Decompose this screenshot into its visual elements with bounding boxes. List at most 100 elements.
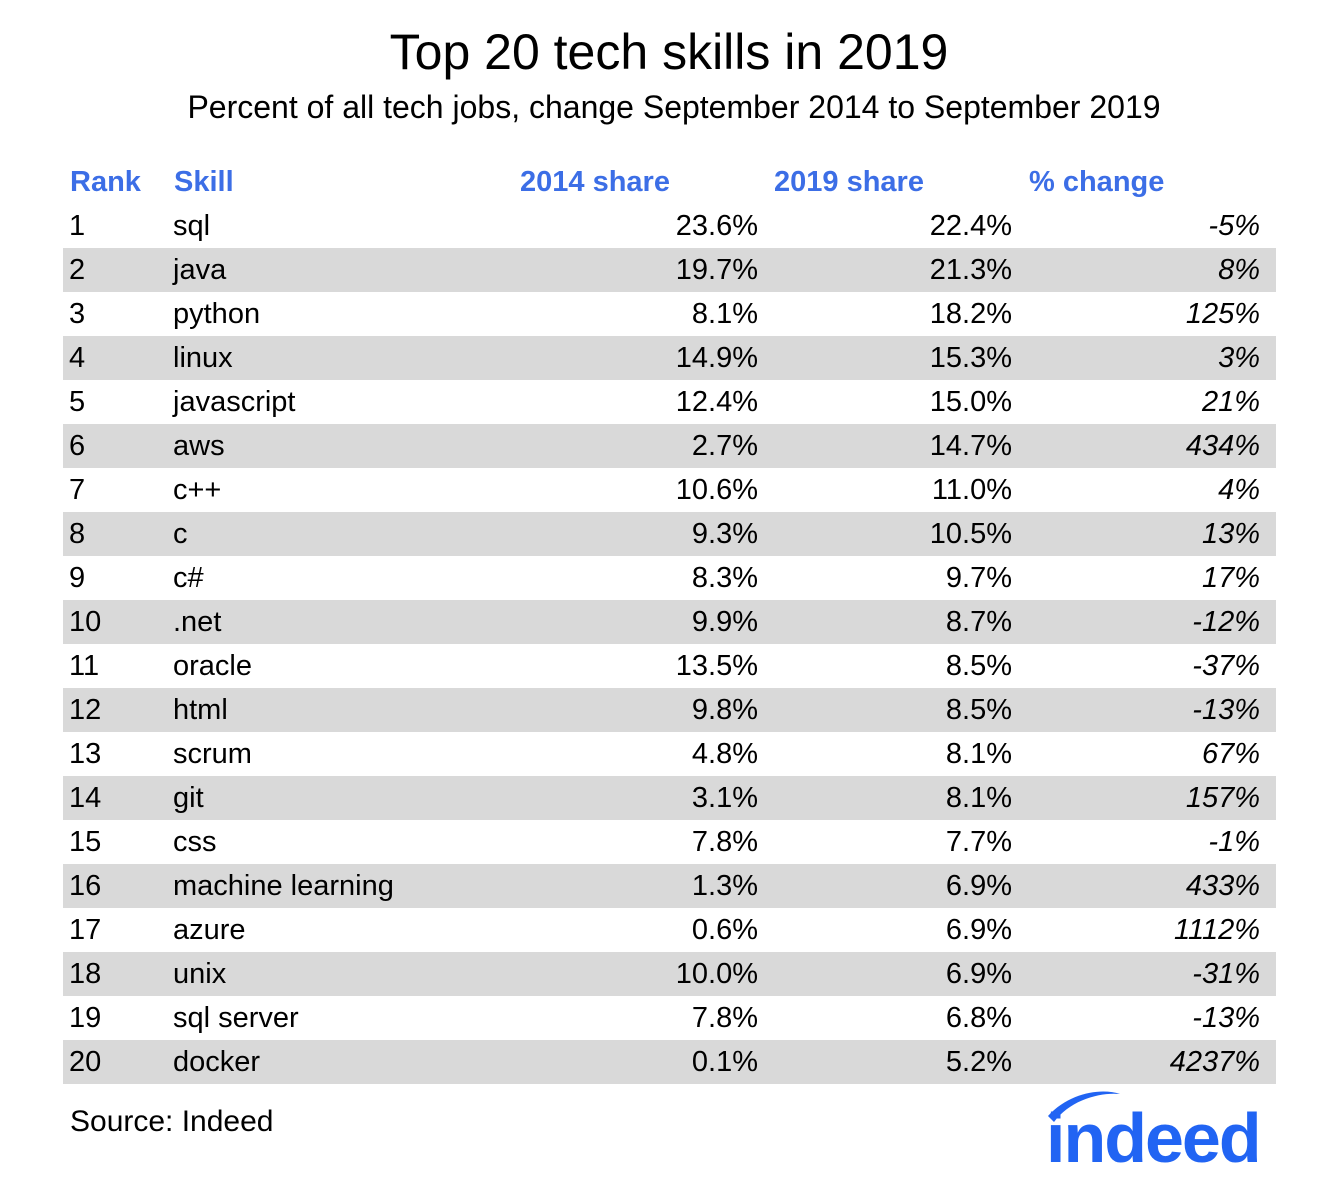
share-2019-cell: 5.2% — [945, 1046, 1012, 1078]
percent-change-cell: 125% — [1185, 298, 1260, 330]
share-2019-cell: 22.4% — [929, 210, 1012, 242]
rank-cell: 17 — [69, 914, 102, 946]
share-2019-cell: 10.5% — [929, 518, 1012, 550]
column-header-2014-share: 2014 share — [520, 166, 670, 198]
table-row: 19 sql server 7.8% 6.8% -13% — [63, 996, 1276, 1040]
rank-cell: 13 — [69, 738, 102, 770]
skill-cell: unix — [173, 958, 227, 990]
table-row: 16 machine learning 1.3% 6.9% 433% — [63, 864, 1276, 908]
skill-cell: c — [173, 518, 188, 550]
share-2014-cell: 7.8% — [691, 826, 758, 858]
percent-change-cell: 8% — [1218, 254, 1260, 286]
skill-cell: linux — [173, 342, 233, 374]
rank-cell: 8 — [69, 518, 86, 550]
percent-change-cell: -13% — [1192, 694, 1260, 726]
share-2014-cell: 7.8% — [691, 1002, 758, 1034]
rank-cell: 19 — [69, 1002, 102, 1034]
table-row: 2 java 19.7% 21.3% 8% — [63, 248, 1276, 292]
rank-cell: 16 — [69, 870, 102, 902]
table-row: 8 c 9.3% 10.5% 13% — [63, 512, 1276, 556]
rank-cell: 4 — [69, 342, 86, 374]
table-row: 15 css 7.8% 7.7% -1% — [63, 820, 1276, 864]
rank-cell: 14 — [69, 782, 102, 814]
share-2019-cell: 6.8% — [945, 1002, 1012, 1034]
share-2019-cell: 15.0% — [929, 386, 1012, 418]
skill-cell: oracle — [173, 650, 252, 682]
table-row: 18 unix 10.0% 6.9% -31% — [63, 952, 1276, 996]
skill-cell: azure — [173, 914, 246, 946]
indeed-logo-icon — [1048, 1091, 1120, 1122]
rank-cell: 20 — [69, 1046, 102, 1078]
table-row: 1 sql 23.6% 22.4% -5% — [63, 204, 1276, 248]
rank-cell: 1 — [69, 210, 86, 242]
skill-cell: git — [173, 782, 204, 814]
chart-subtitle: Percent of all tech jobs, change Septemb… — [187, 89, 1161, 125]
percent-change-cell: -13% — [1192, 1002, 1260, 1034]
share-2019-cell: 8.1% — [945, 782, 1012, 814]
share-2014-cell: 3.1% — [691, 782, 758, 814]
table-row: 3 python 8.1% 18.2% 125% — [63, 292, 1276, 336]
table-row: 13 scrum 4.8% 8.1% 67% — [63, 732, 1276, 776]
skill-cell: aws — [173, 430, 225, 462]
percent-change-cell: 3% — [1218, 342, 1260, 374]
share-2014-cell: 10.6% — [675, 474, 758, 506]
share-2014-cell: 9.9% — [691, 606, 758, 638]
indeed-logo: indeed — [1046, 1091, 1262, 1177]
share-2014-cell: 8.1% — [691, 298, 758, 330]
percent-change-cell: 67% — [1201, 738, 1260, 770]
rank-cell: 6 — [69, 430, 86, 462]
rank-cell: 18 — [69, 958, 102, 990]
share-2019-cell: 21.3% — [929, 254, 1012, 286]
rank-cell: 5 — [69, 386, 86, 418]
skill-cell: javascript — [173, 386, 296, 418]
share-2014-cell: 14.9% — [675, 342, 758, 374]
share-2014-cell: 1.3% — [691, 870, 758, 902]
rank-cell: 15 — [69, 826, 102, 858]
table-row: 12 html 9.8% 8.5% -13% — [63, 688, 1276, 732]
skills-table: Rank Skill 2014 share 2019 share % chang… — [63, 160, 1276, 1084]
skill-cell: c++ — [173, 474, 222, 506]
percent-change-cell: 21% — [1201, 386, 1260, 418]
share-2014-cell: 19.7% — [675, 254, 758, 286]
rank-cell: 12 — [69, 694, 102, 726]
skill-cell: sql server — [173, 1002, 299, 1034]
skill-cell: c# — [173, 562, 204, 594]
table-row: 5 javascript 12.4% 15.0% 21% — [63, 380, 1276, 424]
share-2019-cell: 6.9% — [945, 870, 1012, 902]
percent-change-cell: 433% — [1185, 870, 1260, 902]
percent-change-cell: 1112% — [1174, 914, 1260, 946]
skill-cell: java — [173, 254, 227, 286]
skill-cell: html — [173, 694, 228, 726]
percent-change-cell: -31% — [1192, 958, 1260, 990]
percent-change-cell: 4237% — [1169, 1046, 1260, 1078]
rank-cell: 10 — [69, 606, 102, 638]
percent-change-cell: 4% — [1218, 474, 1260, 506]
table-row: 10 .net 9.9% 8.7% -12% — [63, 600, 1276, 644]
share-2014-cell: 13.5% — [675, 650, 758, 682]
share-2019-cell: 7.7% — [945, 826, 1012, 858]
table-row: 20 docker 0.1% 5.2% 4237% — [63, 1040, 1276, 1084]
share-2019-cell: 8.5% — [945, 694, 1012, 726]
rank-cell: 11 — [69, 650, 100, 682]
percent-change-cell: 157% — [1185, 782, 1260, 814]
share-2014-cell: 9.8% — [691, 694, 758, 726]
table-row: 11 oracle 13.5% 8.5% -37% — [63, 644, 1276, 688]
table-row: 7 c++ 10.6% 11.0% 4% — [63, 468, 1276, 512]
percent-change-cell: 13% — [1201, 518, 1260, 550]
share-2014-cell: 0.6% — [691, 914, 758, 946]
skill-cell: python — [173, 298, 261, 330]
percent-change-cell: -12% — [1192, 606, 1260, 638]
chart-title: Top 20 tech skills in 2019 — [389, 24, 949, 80]
rank-cell: 9 — [69, 562, 86, 594]
skill-cell: .net — [173, 606, 222, 638]
table-body: 1 sql 23.6% 22.4% -5% 2 java 19.7% 21.3% 8% 3 pytho… — [63, 204, 1276, 1084]
share-2014-cell: 0.1% — [691, 1046, 758, 1078]
share-2019-cell: 18.2% — [929, 298, 1012, 330]
rank-cell: 3 — [69, 298, 86, 330]
rank-cell: 2 — [69, 254, 86, 286]
share-2014-cell: 9.3% — [691, 518, 758, 550]
skill-cell: scrum — [173, 738, 252, 770]
share-2014-cell: 2.7% — [691, 430, 758, 462]
share-2019-cell: 14.7% — [929, 430, 1012, 462]
skill-cell: docker — [173, 1046, 261, 1078]
